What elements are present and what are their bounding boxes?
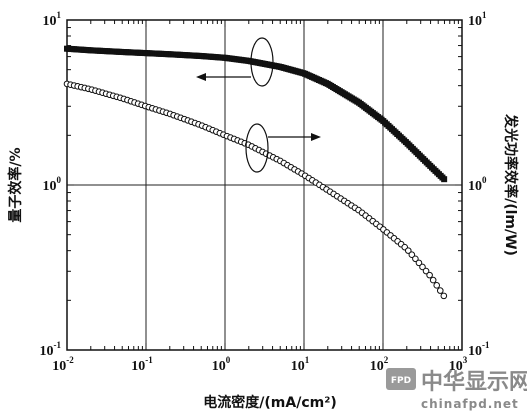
left-y-tick-label: 10-1	[40, 340, 62, 359]
right-y-tick-label-base: 10	[468, 344, 482, 359]
watermark: FPD 中华显示网 chinafpd.net	[386, 368, 527, 411]
left-y-tick-label-exp: 1	[57, 10, 62, 20]
x-tick-label: 10-1	[131, 355, 153, 374]
x-tick-label-base: 10	[52, 359, 66, 374]
data-point	[436, 287, 444, 294]
left-y-tick-label-base: 10	[43, 14, 57, 29]
x-tick-label-exp: -2	[66, 355, 74, 365]
x-axis: 10-2 10-1 100 101 102 103	[52, 355, 468, 374]
x-tick-label-base: 10	[131, 359, 145, 374]
left-y-axis-label: 量子效率/%	[7, 147, 24, 222]
right-y-tick-label-base: 10	[468, 14, 482, 29]
x-tick-label-base: 10	[370, 359, 384, 374]
x-tick-label: 103	[449, 355, 468, 374]
left-y-tick-label-base: 10	[43, 179, 57, 194]
x-tick-label: 10-2	[52, 355, 74, 374]
data-point	[419, 263, 426, 271]
plot-frame	[66, 19, 463, 351]
x-tick-label-exp: -1	[145, 355, 153, 365]
arrow-left-icon	[196, 73, 206, 81]
x-tick-label-exp: 2	[384, 355, 389, 365]
arrow-right-icon	[311, 133, 321, 141]
annotations	[196, 37, 321, 173]
watermark-logo-icon	[386, 368, 416, 390]
right-y-tick-label: 10-1	[468, 340, 490, 359]
data-point	[415, 259, 423, 267]
data-point	[408, 251, 416, 258]
left-y-tick-label-exp: 0	[57, 175, 62, 185]
watermark-en: chinafpd.net	[421, 397, 519, 411]
x-tick-label-base: 10	[291, 359, 305, 374]
x-tick-label-base: 10	[449, 359, 463, 374]
right-y-tick-label-exp: -1	[482, 340, 490, 350]
right-y-tick-label: 100	[468, 175, 487, 194]
data-point	[441, 176, 448, 183]
right-y-axis-label: 发光功率效率/(lm/W)	[502, 113, 519, 256]
data-point	[412, 255, 419, 263]
right-y-tick-label-base: 10	[468, 179, 482, 194]
right-y-tick-label-exp: 0	[482, 175, 487, 185]
data-point	[404, 247, 412, 254]
x-tick-label: 100	[212, 355, 231, 374]
right-y-tick-label-exp: 1	[482, 10, 487, 20]
grid	[67, 20, 462, 350]
x-tick-label-exp: 3	[463, 355, 468, 365]
series-power-efficiency	[63, 80, 448, 300]
data-point	[440, 292, 448, 300]
x-tick-label-exp: 1	[305, 355, 310, 365]
left-y-tick-label-exp: -1	[54, 340, 62, 350]
right-y-tick-label: 101	[468, 10, 487, 29]
watermark-cn: 中华显示网	[421, 369, 527, 395]
x-axis-label: 电流密度/(mA/cm²)	[203, 394, 336, 411]
left-y-tick-label-base: 10	[40, 344, 54, 359]
left-y-tick-label: 100	[43, 175, 62, 194]
series-ellipse-left	[250, 37, 274, 87]
data-point	[422, 267, 430, 275]
series-ellipse-right	[245, 123, 269, 173]
watermark-logo-text: FPD	[391, 376, 411, 386]
left-y-tick-label: 101	[43, 10, 62, 29]
data-point	[426, 271, 433, 279]
data-point	[429, 276, 437, 284]
x-tick-label: 101	[291, 355, 310, 374]
x-tick-label: 102	[370, 355, 389, 374]
x-tick-label-base: 10	[212, 359, 226, 374]
x-tick-label-exp: 0	[226, 355, 231, 365]
data-point	[433, 282, 441, 289]
series-quantum-efficiency	[64, 45, 448, 183]
